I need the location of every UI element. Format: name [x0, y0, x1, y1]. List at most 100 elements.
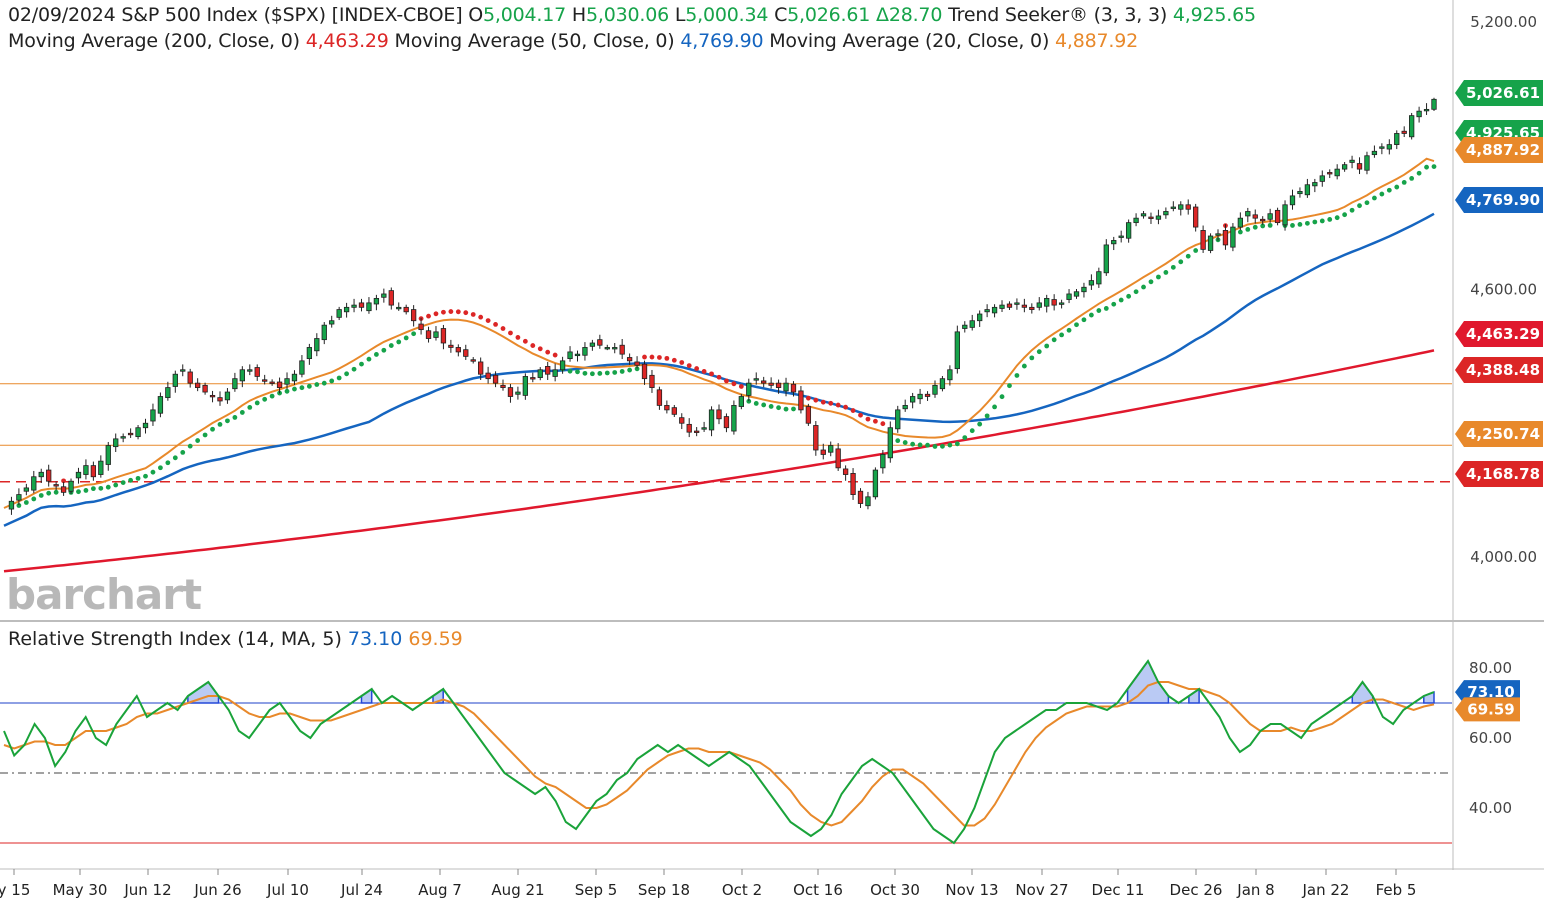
candle: [1401, 126, 1407, 138]
trend-seeker-dot: [984, 413, 990, 419]
candle: [1245, 207, 1251, 223]
candle-body: [1282, 204, 1288, 226]
candle: [798, 386, 804, 414]
trend-seeker-dot: [1237, 229, 1243, 235]
candle: [187, 368, 193, 388]
candle-body: [1215, 233, 1221, 236]
trend-seeker-dot: [1096, 308, 1102, 313]
x-axis-label: Aug 7: [418, 881, 462, 899]
trend-seeker-dot: [575, 369, 580, 375]
trend-seeker-dot: [403, 335, 409, 341]
candle-body: [1088, 280, 1095, 286]
trend-seeker-dot: [820, 399, 826, 405]
candle-body: [1096, 271, 1102, 285]
candle-body: [217, 397, 223, 402]
candle-body: [358, 302, 365, 308]
x-axis-label: Feb 5: [1376, 881, 1417, 899]
candle-body: [1103, 244, 1109, 274]
candle-body: [619, 344, 625, 355]
trend-seeker-dot: [306, 383, 312, 389]
candle-body: [306, 347, 313, 360]
trend-seeker-dot: [284, 388, 290, 394]
candle-body: [775, 382, 782, 388]
candle: [1096, 267, 1102, 288]
trend-seeker-dot: [701, 369, 707, 374]
candle: [820, 443, 826, 460]
candle: [1230, 223, 1236, 252]
trend-seeker-dot: [351, 366, 357, 372]
price-badge-shape: [1455, 321, 1543, 347]
candle-body: [1133, 217, 1139, 224]
candle-body: [753, 378, 759, 381]
trend-seeker-dot: [299, 385, 305, 391]
candle: [991, 304, 998, 318]
trend-seeker-dot: [254, 400, 260, 406]
trend-seeker-dot: [455, 309, 461, 315]
candle-body: [120, 436, 126, 439]
candle: [224, 388, 231, 404]
rsi-tick-label: 60.00: [1469, 729, 1512, 747]
candle-body: [954, 331, 960, 370]
candle: [1148, 212, 1154, 224]
trend-seeker-dot: [217, 421, 223, 427]
candle-body: [790, 383, 797, 393]
candle-body: [247, 369, 253, 372]
trend-seeker-dot: [165, 460, 171, 466]
candle: [321, 322, 327, 345]
candle: [478, 357, 484, 381]
candle-body: [1125, 222, 1132, 239]
trend-seeker-dot: [791, 406, 796, 412]
candle-body: [1178, 204, 1184, 210]
candle-body: [686, 423, 692, 433]
candle-body: [522, 376, 529, 396]
candle: [880, 450, 886, 474]
candle-body: [83, 465, 89, 475]
trend-seeker-dot: [873, 418, 878, 424]
trend-seeker-dot: [880, 421, 886, 427]
candle: [545, 361, 551, 381]
candle: [828, 441, 834, 457]
rsi-ma-value: 69.59: [408, 628, 463, 650]
price-tick-label: 5,200.00: [1470, 13, 1537, 31]
candle: [1364, 151, 1370, 175]
candle-body: [90, 465, 97, 478]
candle-body: [1394, 133, 1400, 146]
candle: [1021, 298, 1028, 313]
candle-body: [269, 381, 275, 384]
candle-body: [1252, 214, 1258, 219]
candle: [597, 334, 603, 349]
x-axis-label: Dec 11: [1092, 881, 1145, 899]
candle-body: [991, 306, 998, 314]
trend-seeker-dot: [1185, 253, 1191, 259]
x-axis-label: Sep 5: [575, 881, 618, 899]
trend-seeker-dot: [1267, 222, 1273, 228]
trend-seeker-dot: [1193, 248, 1199, 253]
trend-seeker-dot: [1178, 259, 1184, 265]
candle: [299, 355, 305, 378]
trend-seeker-dot: [150, 469, 156, 475]
trend-seeker-dot: [910, 441, 916, 447]
candle-body: [872, 469, 879, 498]
trend-seeker-dot: [172, 455, 178, 461]
candle-body: [440, 328, 447, 344]
candle-body: [1260, 218, 1266, 222]
candle: [775, 379, 782, 394]
trend-seeker-dot: [500, 326, 506, 331]
trend-seeker-dot: [1304, 220, 1310, 226]
trend-seeker-dot: [344, 371, 350, 377]
candle-body: [582, 347, 588, 356]
trend-seeker-dot: [225, 418, 230, 424]
trend-seeker-dot: [649, 354, 655, 360]
candle-body: [924, 393, 931, 397]
price-badge-shape: [1455, 461, 1543, 487]
trend-seeker-dot: [105, 484, 111, 490]
trend-seeker-dot: [329, 378, 335, 384]
candle-body: [947, 369, 953, 381]
candle-body: [492, 374, 499, 384]
trend-seeker-dot: [932, 444, 938, 449]
candle: [1297, 187, 1303, 198]
candle: [150, 403, 156, 426]
trend-seeker-dot: [1431, 164, 1437, 170]
trend-seeker-dot: [686, 363, 692, 369]
